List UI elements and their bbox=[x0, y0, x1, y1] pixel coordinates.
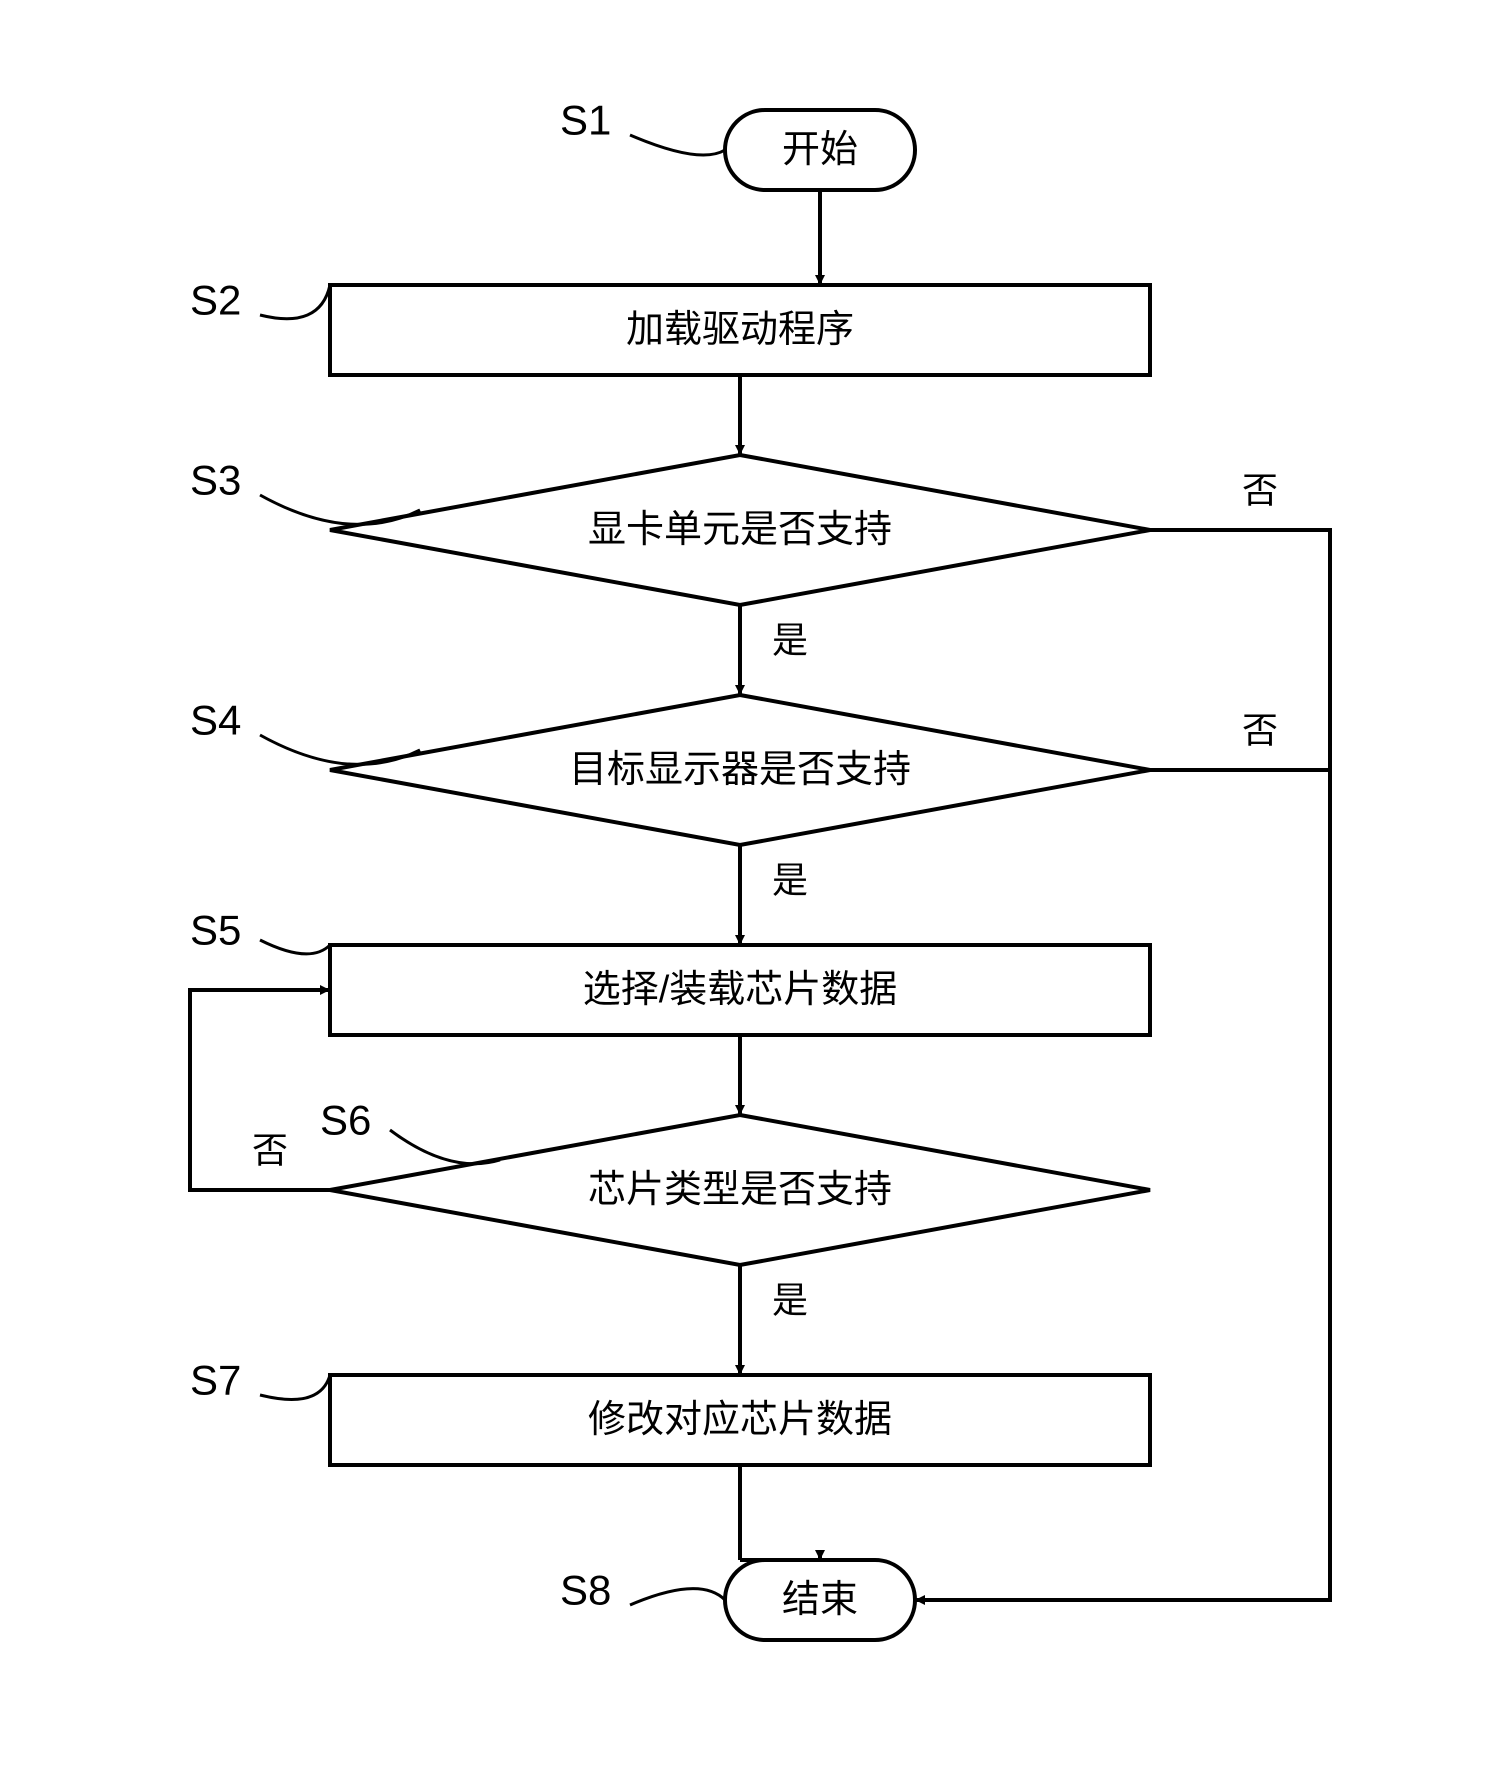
step-label: S1 bbox=[560, 97, 611, 144]
leader-line bbox=[260, 285, 330, 319]
step-label: S7 bbox=[190, 1357, 241, 1404]
step-label: S8 bbox=[560, 1567, 611, 1614]
branch-label: 否 bbox=[1242, 470, 1278, 511]
node-label: 加载驱动程序 bbox=[626, 309, 854, 351]
node-label: 显卡单元是否支持 bbox=[588, 509, 892, 551]
node-label: 结束 bbox=[782, 1579, 858, 1621]
step-label: S3 bbox=[190, 457, 241, 504]
step-label: S6 bbox=[320, 1097, 371, 1144]
branch-label: 是 bbox=[772, 1280, 808, 1321]
step-label: S2 bbox=[190, 277, 241, 324]
leader-line bbox=[260, 735, 420, 764]
node-label: 修改对应芯片数据 bbox=[588, 1399, 892, 1441]
leader-line bbox=[630, 135, 725, 155]
step-label: S5 bbox=[190, 907, 241, 954]
leader-line bbox=[260, 940, 330, 954]
leader-line bbox=[390, 1130, 500, 1164]
branch-label: 否 bbox=[1242, 710, 1278, 751]
branch-label: 是 bbox=[772, 620, 808, 661]
node-label: 目标显示器是否支持 bbox=[569, 749, 911, 791]
flowchart-canvas: 开始加载驱动程序显卡单元是否支持目标显示器是否支持选择/装载芯片数据芯片类型是否… bbox=[0, 0, 1491, 1781]
leader-line bbox=[630, 1589, 725, 1605]
node-label: 选择/装载芯片数据 bbox=[583, 969, 898, 1011]
branch-label: 否 bbox=[252, 1130, 288, 1171]
node-label: 开始 bbox=[782, 129, 858, 171]
leader-line bbox=[260, 1375, 330, 1400]
node-label: 芯片类型是否支持 bbox=[588, 1169, 892, 1211]
branch-label: 是 bbox=[772, 860, 808, 901]
step-label: S4 bbox=[190, 697, 241, 744]
leader-line bbox=[260, 495, 420, 524]
